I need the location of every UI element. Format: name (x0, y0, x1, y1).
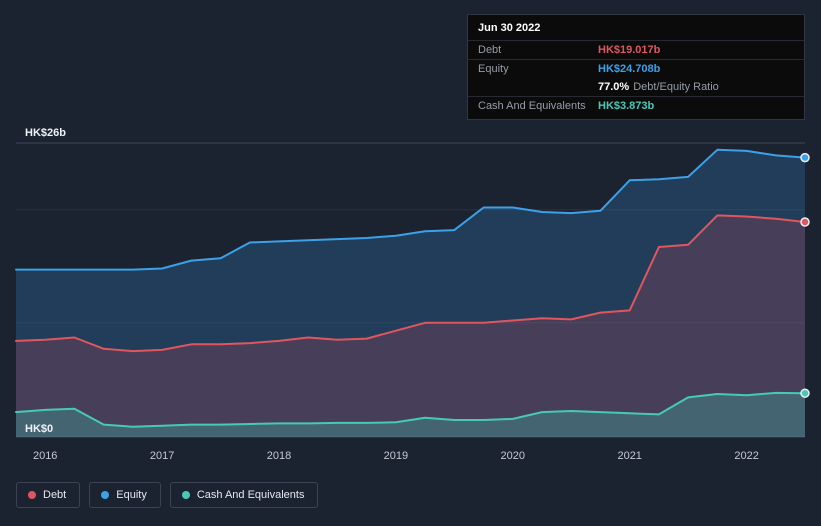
equity-area (16, 149, 805, 438)
legend-debt-label: Debt (43, 489, 67, 501)
tooltip-row-debt: Debt HK$19.017b (468, 40, 804, 59)
x-tick-label: 2020 (501, 450, 525, 462)
debt-end-dot (800, 217, 810, 227)
chart-tooltip: Jun 30 2022 Debt HK$19.017b Equity HK$24… (467, 14, 805, 120)
tooltip-debt-value: HK$19.017b (598, 44, 661, 56)
tooltip-row-cash: Cash And Equivalents HK$3.873b (468, 96, 804, 115)
x-tick-label: 2021 (617, 450, 641, 462)
x-tick-label: 2022 (734, 450, 758, 462)
legend-equity-label: Equity (116, 489, 147, 501)
x-tick-label: 2017 (150, 450, 174, 462)
tooltip-cash-label: Cash And Equivalents (478, 100, 586, 112)
x-tick-label: 2019 (384, 450, 408, 462)
tooltip-equity-label: Equity (478, 63, 509, 75)
chart-legend: Debt Equity Cash And Equivalents (16, 482, 319, 508)
x-tick-label: 2018 (267, 450, 291, 462)
legend-item-debt[interactable]: Debt (16, 482, 81, 508)
legend-item-cash[interactable]: Cash And Equivalents (169, 482, 319, 508)
tooltip-ratio-percent: 77.0% (598, 81, 630, 93)
debt-swatch-icon (28, 491, 36, 499)
tooltip-row-ratio: 77.0% Debt/Equity Ratio (468, 78, 804, 96)
legend-item-equity[interactable]: Equity (89, 482, 161, 508)
cash-swatch-icon (181, 491, 190, 499)
cash-and-equivalents-area (16, 392, 805, 437)
y-axis-bottom-label: HK$0 (25, 423, 53, 435)
tooltip-date: Jun 30 2022 (478, 22, 541, 34)
equity-swatch-icon (101, 491, 110, 499)
cash-and-equivalents-end-dot (800, 388, 810, 398)
tooltip-ratio-label: Debt/Equity Ratio (633, 81, 719, 93)
y-axis-top-label: HK$26b (25, 127, 66, 139)
debt-line (15, 214, 806, 353)
cash-and-equivalents-line (15, 391, 806, 428)
tooltip-debt-label: Debt (478, 44, 502, 56)
legend-cash-label: Cash And Equivalents (196, 489, 305, 501)
tooltip-row-equity: Equity HK$24.708b (468, 59, 804, 78)
equity-end-dot (800, 152, 810, 163)
tooltip-cash-value: HK$3.873b (598, 100, 655, 112)
tooltip-equity-value: HK$24.708b (598, 63, 661, 75)
debt-area (16, 215, 805, 437)
x-tick-label: 2016 (33, 450, 57, 462)
equity-line (15, 148, 806, 271)
